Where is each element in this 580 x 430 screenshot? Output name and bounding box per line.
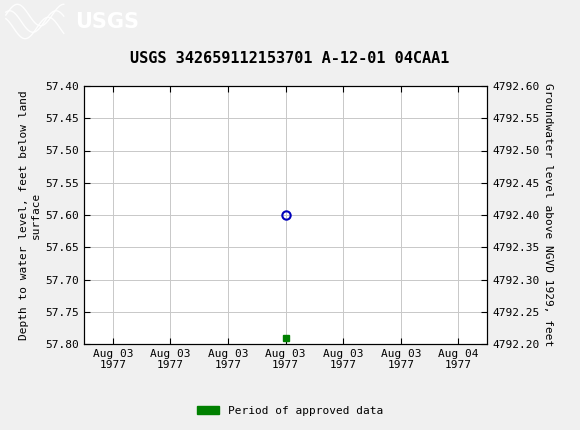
Y-axis label: Groundwater level above NGVD 1929, feet: Groundwater level above NGVD 1929, feet xyxy=(543,83,553,347)
Text: USGS: USGS xyxy=(75,12,139,31)
Y-axis label: Depth to water level, feet below land
surface: Depth to water level, feet below land su… xyxy=(19,90,41,340)
Text: USGS 342659112153701 A-12-01 04CAA1: USGS 342659112153701 A-12-01 04CAA1 xyxy=(130,51,450,65)
Legend: Period of approved data: Period of approved data xyxy=(193,401,387,420)
